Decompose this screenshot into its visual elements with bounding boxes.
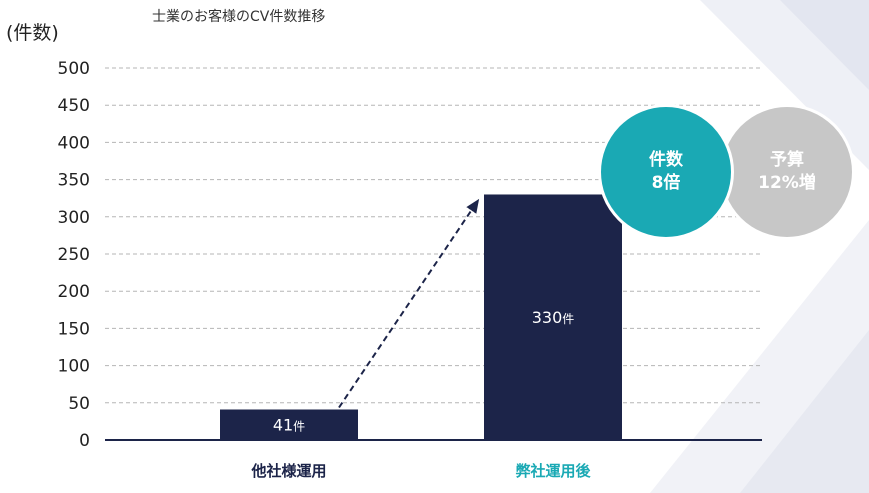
budget-badge-label: 予算: [770, 150, 804, 171]
y-tick-label: 500: [58, 59, 90, 79]
y-axis-label: (件数): [6, 22, 59, 44]
y-tick-label: 450: [58, 96, 90, 116]
x-tick-label: 他社様運用: [250, 462, 326, 480]
bar-value-unit: 件: [562, 312, 574, 326]
bar: [220, 409, 358, 440]
y-tick-label: 200: [58, 282, 90, 302]
y-tick-label: 300: [58, 208, 90, 228]
x-axis-ticks: 他社様運用 弊社運用後: [250, 462, 591, 480]
y-axis-ticks: 0 50 100 150 200 250 300 350 400 450 500: [58, 59, 90, 451]
budget-badge: 予算 12%増: [719, 104, 855, 240]
chart-title: 士業のお客様のCV件数推移: [152, 9, 326, 25]
x-tick-label: 弊社運用後: [515, 462, 591, 480]
bar-value-number: 330: [532, 308, 563, 327]
count-badge: 件数 8倍: [598, 104, 734, 240]
bar-value-unit: 件: [293, 420, 305, 434]
bar-value-label: 330件: [532, 308, 575, 327]
bar: [484, 194, 622, 440]
count-badge-label: 件数: [649, 150, 683, 171]
bar-value-label: 41件: [273, 416, 305, 435]
y-tick-label: 350: [58, 171, 90, 191]
y-tick-label: 250: [58, 245, 90, 265]
count-badge-value: 8倍: [651, 173, 681, 193]
y-tick-label: 50: [68, 394, 90, 414]
y-tick-label: 0: [79, 431, 90, 451]
arrow-line: [338, 198, 480, 409]
y-tick-label: 150: [58, 319, 90, 339]
y-tick-label: 400: [58, 133, 90, 153]
y-tick-label: 100: [58, 357, 90, 377]
bar-value-number: 41: [273, 416, 293, 435]
growth-arrow: [338, 198, 480, 409]
budget-badge-value: 12%増: [758, 173, 816, 193]
